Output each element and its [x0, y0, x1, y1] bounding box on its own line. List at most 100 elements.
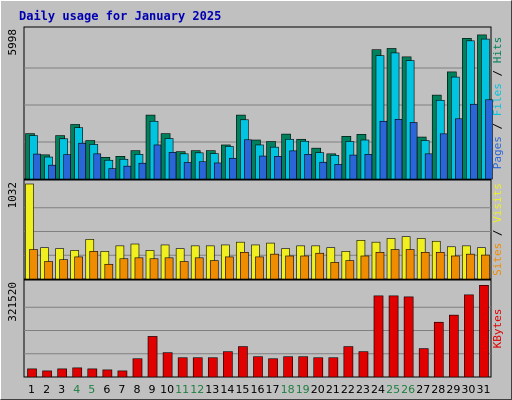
bar-kbytes-day-4 [72, 367, 83, 378]
x-tick-day-17: 17 [266, 383, 280, 396]
panel-1-max-label: 5998 [6, 29, 19, 56]
bar-pages-day-21 [334, 164, 343, 180]
x-tick-day-31: 31 [476, 383, 490, 396]
x-tick-day-22: 22 [341, 383, 355, 396]
bar-sites-day-12 [194, 257, 204, 280]
x-tick-day-10: 10 [160, 383, 174, 396]
x-tick-day-21: 21 [326, 383, 340, 396]
x-tick-day-6: 6 [103, 383, 110, 396]
x-tick-day-8: 8 [133, 383, 140, 396]
panel-2-max-label: 1032 [6, 182, 19, 209]
bar-pages-day-15 [244, 139, 252, 180]
bar-pages-day-1 [33, 153, 41, 180]
bar-pages-day-2 [48, 164, 56, 180]
bar-kbytes-day-15 [238, 346, 248, 378]
x-tick-day-4: 4 [73, 383, 80, 396]
legend-pages: Pages [491, 136, 504, 169]
panel-1-legend: Pages / Files / Hits [491, 37, 504, 170]
bar-kbytes-day-6 [102, 369, 113, 378]
x-tick-day-26: 26 [401, 383, 415, 396]
bar-kbytes-day-28 [433, 321, 444, 378]
x-tick-day-11: 11 [175, 383, 189, 396]
bar-sites-day-4 [74, 256, 83, 280]
bar-sites-day-26 [405, 249, 415, 280]
bar-kbytes-day-2 [42, 370, 52, 378]
bar-sites-day-23 [360, 255, 370, 280]
bar-kbytes-day-24 [373, 295, 384, 378]
bar-sites-day-24 [375, 252, 385, 280]
x-tick-day-13: 13 [205, 383, 219, 396]
legend-hits: Hits [491, 37, 504, 64]
x-tick-day-2: 2 [43, 383, 50, 396]
chart-title: Daily usage for January 2025 [19, 9, 221, 23]
bar-kbytes-day-19 [298, 356, 309, 378]
bar-sites-day-30 [466, 253, 475, 280]
bar-pages-day-27 [424, 153, 433, 180]
x-tick-day-30: 30 [461, 383, 475, 396]
bar-pages-day-16 [259, 155, 267, 180]
bar-kbytes-day-30 [464, 294, 474, 378]
bar-sites-day-14 [225, 256, 234, 280]
bar-sites-day-17 [270, 253, 279, 280]
bar-kbytes-day-14 [223, 351, 233, 378]
bar-pages-day-13 [213, 162, 222, 180]
bar-sites-day-31 [481, 254, 490, 280]
bar-kbytes-day-26 [403, 296, 414, 378]
bar-sites-day-9 [149, 258, 159, 280]
legend-separator: / [491, 63, 504, 83]
x-tick-day-27: 27 [416, 383, 430, 396]
bar-pages-day-26 [409, 122, 418, 180]
bar-pages-day-10 [168, 152, 177, 180]
bar-sites-day-13 [209, 260, 219, 280]
bar-kbytes-day-10 [162, 352, 173, 378]
bar-kbytes-day-27 [418, 348, 429, 378]
bar-pages-day-22 [349, 154, 358, 180]
bar-pages-day-6 [108, 168, 117, 180]
legend-separator: / [491, 116, 504, 136]
bar-sites-day-11 [179, 261, 189, 280]
bar-sites-day-21 [330, 262, 340, 280]
bar-sites-day-7 [119, 258, 129, 280]
x-tick-day-1: 1 [28, 383, 35, 396]
bar-sites-day-27 [420, 252, 430, 280]
bar-sites-day-16 [255, 256, 264, 280]
bar-kbytes-day-7 [117, 370, 128, 378]
bar-kbytes-day-29 [449, 314, 459, 378]
legend-visits: Visits [491, 183, 504, 223]
bar-kbytes-day-22 [343, 346, 354, 378]
bar-pages-day-28 [439, 133, 448, 180]
x-tick-day-24: 24 [371, 383, 385, 396]
x-tick-day-25: 25 [386, 383, 400, 396]
bar-kbytes-day-8 [132, 358, 143, 378]
bar-sites-day-19 [300, 255, 309, 280]
x-tick-day-19: 19 [296, 383, 310, 396]
x-tick-day-9: 9 [149, 383, 156, 396]
panel-3-legend: KBytes [491, 309, 504, 349]
bar-pages-day-14 [229, 157, 237, 180]
bar-kbytes-day-9 [147, 336, 158, 378]
bar-sites-day-25 [390, 249, 400, 280]
bar-kbytes-day-17 [268, 358, 278, 378]
bar-pages-day-29 [455, 118, 463, 180]
x-tick-day-5: 5 [88, 383, 95, 396]
bar-pages-day-30 [470, 103, 478, 180]
bar-kbytes-day-11 [177, 357, 188, 378]
bar-pages-day-31 [485, 99, 493, 180]
bar-kbytes-day-16 [253, 356, 263, 378]
bar-pages-day-25 [394, 118, 403, 180]
bar-kbytes-day-23 [358, 351, 369, 378]
bar-sites-day-8 [134, 257, 144, 280]
bar-pages-day-9 [153, 144, 162, 180]
x-tick-day-29: 29 [446, 383, 460, 396]
bar-pages-day-5 [93, 153, 102, 180]
bar-sites-day-1 [29, 249, 38, 280]
x-tick-day-7: 7 [118, 383, 125, 396]
bar-sites-day-22 [345, 260, 355, 280]
bar-pages-day-8 [138, 162, 147, 180]
bar-pages-day-11 [183, 162, 192, 180]
bar-sites-day-28 [435, 252, 445, 280]
bar-sites-day-15 [240, 252, 249, 280]
